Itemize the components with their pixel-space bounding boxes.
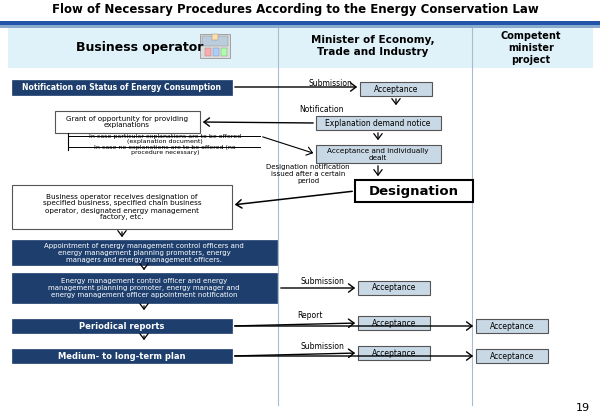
Bar <box>12 80 232 95</box>
Bar <box>12 185 232 229</box>
Text: Medium- to long-term plan: Medium- to long-term plan <box>58 352 186 361</box>
Text: Acceptance: Acceptance <box>374 85 418 93</box>
Bar <box>12 349 232 363</box>
Text: Flow of Necessary Procedures According to the Energy Conservation Law: Flow of Necessary Procedures According t… <box>52 3 538 17</box>
Text: Designation notification
issued after a certain
period: Designation notification issued after a … <box>266 164 350 184</box>
Bar <box>0 25 600 28</box>
Bar <box>316 116 441 130</box>
Text: Competent
minister
project: Competent minister project <box>501 32 561 65</box>
Text: Submission: Submission <box>300 278 344 286</box>
Text: Report: Report <box>297 312 323 320</box>
Text: Notification on Status of Energy Consumption: Notification on Status of Energy Consump… <box>23 83 221 91</box>
Text: Acceptance: Acceptance <box>372 318 416 327</box>
Bar <box>213 48 219 56</box>
Bar <box>476 319 548 333</box>
Text: Explanation demand notice: Explanation demand notice <box>325 119 431 127</box>
Bar <box>360 82 432 96</box>
Bar <box>476 349 548 363</box>
Text: Business operator receives designation of
specified business, specified chain bu: Business operator receives designation o… <box>43 193 202 220</box>
Bar <box>358 346 430 360</box>
Text: Acceptance and individually
dealt: Acceptance and individually dealt <box>327 147 429 161</box>
Text: Appointment of energy management control officers and
energy management planning: Appointment of energy management control… <box>44 243 244 263</box>
Text: Grant of opportunity for providing
explanations: Grant of opportunity for providing expla… <box>66 115 188 129</box>
Text: In case particular explanations are to be offered
(explanation document): In case particular explanations are to b… <box>89 134 241 144</box>
Text: Acceptance: Acceptance <box>372 283 416 293</box>
Text: Minister of Economy,
Trade and Industry: Minister of Economy, Trade and Industry <box>311 35 435 57</box>
Text: Submission: Submission <box>300 342 344 351</box>
Bar <box>212 34 218 40</box>
Bar <box>200 34 230 58</box>
Bar <box>355 180 473 202</box>
Text: Business operator: Business operator <box>76 41 203 54</box>
Bar <box>0 21 600 25</box>
Bar <box>316 145 441 163</box>
Bar <box>55 111 200 133</box>
Bar <box>358 281 430 295</box>
Bar <box>12 319 232 333</box>
Bar <box>12 273 277 303</box>
Text: 19: 19 <box>576 403 590 413</box>
Text: Acceptance: Acceptance <box>490 322 534 330</box>
Text: Notification: Notification <box>300 105 344 115</box>
Bar <box>202 36 228 46</box>
Text: In case no explanations are to be offered (no
procedure necessary): In case no explanations are to be offere… <box>94 144 236 155</box>
Bar <box>221 48 227 56</box>
Bar <box>358 316 430 330</box>
Text: Acceptance: Acceptance <box>372 349 416 357</box>
Bar <box>205 48 211 56</box>
Text: Acceptance: Acceptance <box>490 352 534 361</box>
Text: Energy management control officer and energy
management planning promoter, energ: Energy management control officer and en… <box>48 278 240 298</box>
Bar <box>12 240 277 265</box>
Text: Submission: Submission <box>308 80 352 88</box>
Bar <box>8 28 593 68</box>
Text: Periodical reports: Periodical reports <box>79 322 164 330</box>
Text: Designation: Designation <box>369 185 459 198</box>
